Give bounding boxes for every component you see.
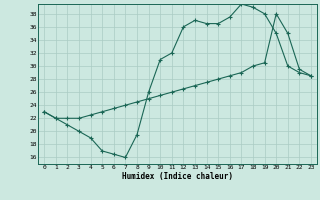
X-axis label: Humidex (Indice chaleur): Humidex (Indice chaleur) [122,172,233,181]
